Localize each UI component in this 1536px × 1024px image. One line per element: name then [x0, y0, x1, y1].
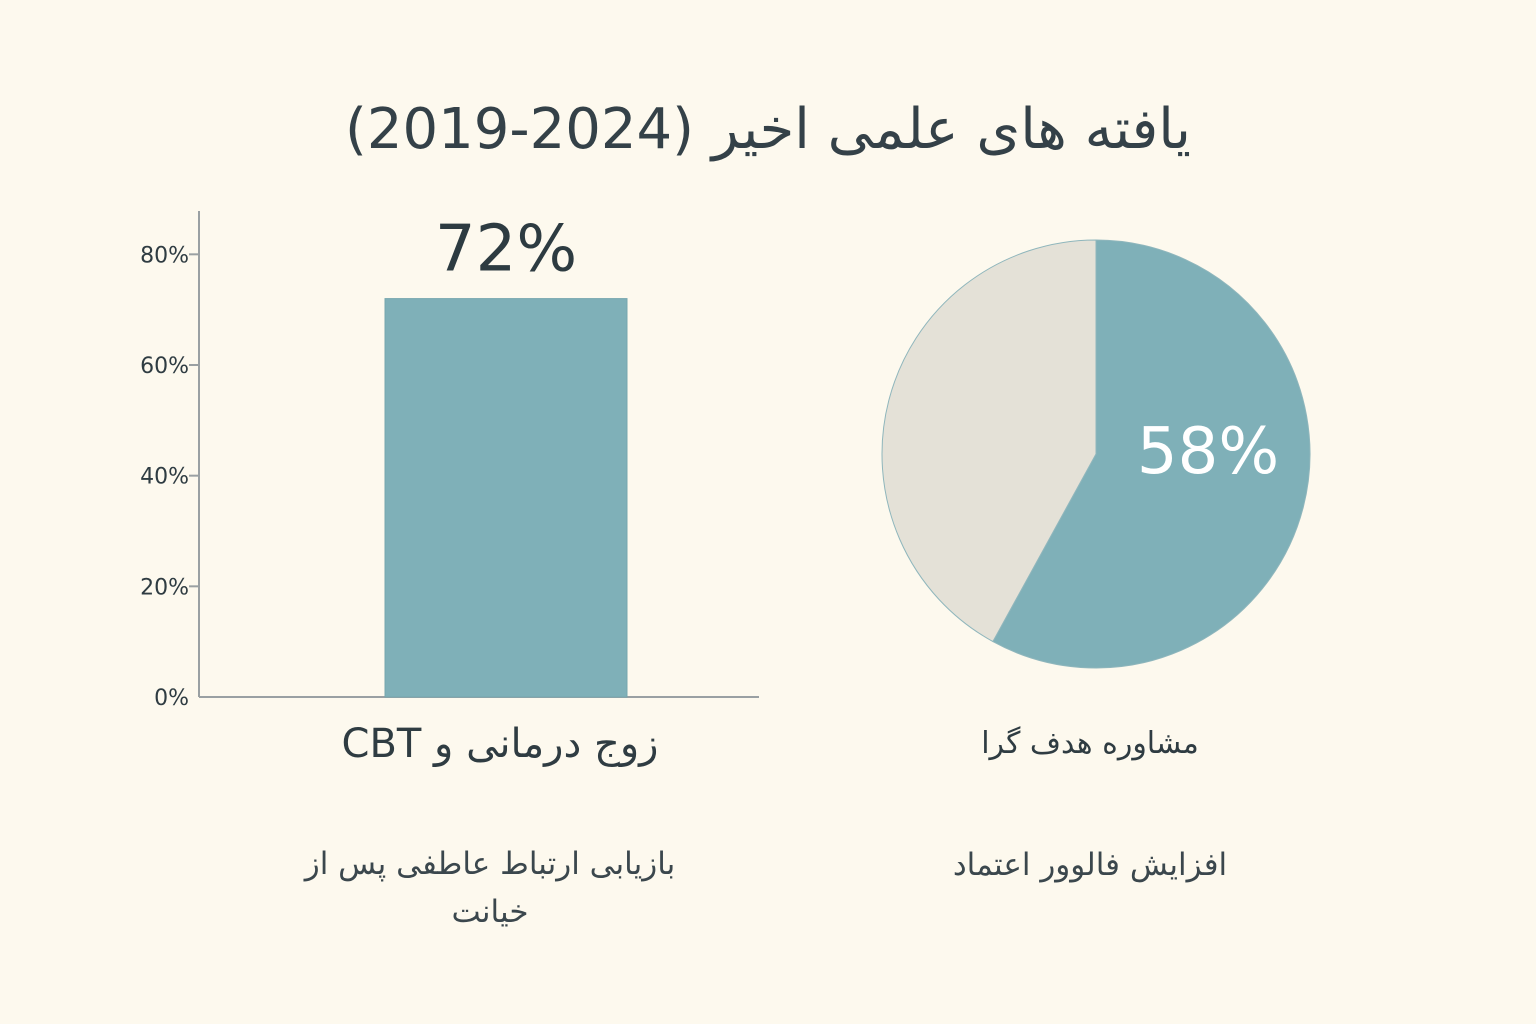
- y-tick-label: 20%: [140, 575, 189, 600]
- pie-data-label: 58%: [1137, 415, 1279, 489]
- y-tick-label: 60%: [140, 354, 189, 379]
- pie-category-label: مشاوره هدف گرا: [981, 726, 1199, 761]
- pie-chart: 58%: [881, 239, 1311, 669]
- bar-y-ticks: 0% 20% 40% 60% 80%: [140, 243, 199, 711]
- bar-chart: 0% 20% 40% 60% 80% 72%: [140, 211, 759, 711]
- pie-slice-highlight: [992, 239, 1311, 669]
- bar-data-label: 72%: [435, 213, 577, 287]
- bar-marks: 72%: [384, 213, 628, 698]
- bar-caption: بازیابی ارتباط عاطفی پس از خیانت: [304, 846, 676, 930]
- page-title: یافته های علمی اخیر (2024-2019): [345, 97, 1191, 162]
- bar: [384, 298, 628, 698]
- y-tick-label: 40%: [140, 465, 189, 490]
- pie-slice-rest: [881, 239, 1097, 643]
- y-tick-label: 0%: [154, 686, 189, 711]
- pie-marks: 58%: [881, 239, 1311, 669]
- bar-category-label: زوج درمانی و CBT: [341, 721, 659, 767]
- y-tick-label: 80%: [140, 243, 189, 268]
- pie-caption: افزایش فالوور اعتماد: [952, 847, 1228, 883]
